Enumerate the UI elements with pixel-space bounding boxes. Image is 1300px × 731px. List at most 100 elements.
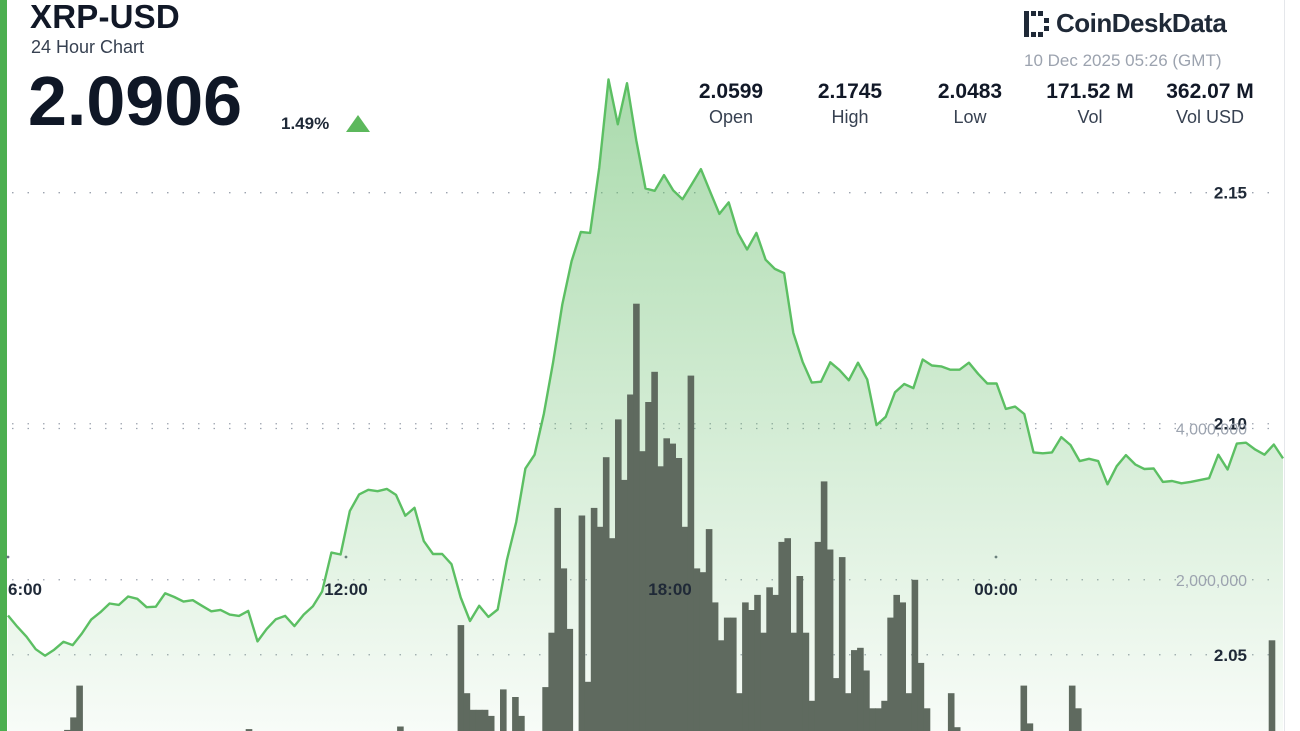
time-tick-label: 18:00 (648, 580, 691, 599)
stat-open: 2.0599 Open (676, 80, 786, 128)
price-tick-label: 2.15 (1214, 184, 1247, 203)
volume-bar (608, 538, 616, 731)
volume-bar (512, 697, 519, 731)
timestamp: 10 Dec 2025 05:26 (GMT) (1024, 51, 1222, 70)
volume-bar (766, 587, 773, 731)
time-tick-label: 00:00 (974, 580, 1017, 599)
brand-name: CoinDeskData (1056, 8, 1227, 38)
time-tick-label: 12:00 (324, 580, 367, 599)
volume-bar (947, 693, 955, 731)
volume-bar (554, 507, 561, 731)
volume-bar (905, 693, 913, 731)
volume-bar (602, 457, 610, 731)
volume-bar (615, 419, 622, 731)
volume-bar (627, 394, 634, 731)
up-arrow-icon (346, 115, 370, 132)
volume-bar (548, 632, 555, 731)
volume-bar (717, 640, 725, 731)
stat-high: 2.1745 High (795, 80, 905, 128)
volume-bar (832, 678, 840, 731)
volume-bar (487, 715, 495, 731)
pair-title: XRP-USD (30, 0, 180, 35)
volume-bar (893, 594, 900, 731)
volume-bar (887, 617, 894, 731)
price-line (7, 78, 1285, 657)
stat-vol-label: Vol (1077, 107, 1103, 127)
coindesk-logo-icon (1024, 10, 1049, 37)
volume-bar (705, 529, 713, 731)
stat-open-value: 2.0599 (698, 80, 764, 103)
volume-bar (911, 579, 919, 731)
volume-bar (838, 557, 846, 731)
volume-bar (657, 466, 664, 731)
volume-bar (923, 708, 931, 731)
volume-bar (760, 632, 767, 731)
volume-bar (590, 507, 598, 731)
brand-logo[interactable]: CoinDeskData (1022, 8, 1227, 39)
volume-bar (699, 572, 707, 731)
volume-bar (875, 708, 882, 731)
volume-bar (64, 729, 71, 731)
volume-bar (578, 515, 586, 731)
price-tick-label: 2.05 (1214, 646, 1247, 665)
volume-bar (566, 628, 574, 731)
stat-high-value: 2.1745 (817, 80, 883, 103)
volume-bar (693, 568, 701, 731)
volume-bar (869, 708, 876, 731)
price-tick-label: 2.10 (1214, 415, 1247, 434)
volume-bar (857, 647, 864, 731)
volume-bar (1075, 708, 1082, 731)
current-price: 2.0906 (28, 62, 243, 140)
volume-bar (639, 451, 646, 731)
volume-bar (457, 625, 465, 731)
volume-bar (1026, 723, 1034, 731)
volume-bar (814, 541, 822, 731)
stat-vol-usd-value: 362.07 M (1166, 80, 1254, 103)
volume-bar (1020, 685, 1028, 731)
volume-bar (669, 443, 676, 731)
time-tick-mark (6, 555, 10, 559)
stat-vol: 171.52 M Vol (1035, 80, 1145, 128)
volume-bar (953, 727, 961, 731)
stat-low-label: Low (953, 107, 987, 127)
volume-bar (584, 681, 592, 731)
time-tick-label: 6:00 (8, 580, 42, 599)
volume-bar (784, 538, 791, 731)
volume-bar (778, 541, 785, 731)
volume-bar (1068, 685, 1076, 731)
volume-bar (802, 632, 810, 731)
volume-bar (518, 715, 525, 731)
volume-bar (899, 602, 906, 731)
stat-vol-usd-label: Vol USD (1175, 107, 1245, 127)
volume-bar (645, 402, 652, 731)
volume-bar (808, 700, 816, 731)
volume-bar (560, 568, 568, 731)
volume-bar (881, 700, 888, 731)
stat-open-label: Open (708, 107, 754, 127)
volume-bar (730, 617, 737, 731)
volume-bar (463, 693, 471, 731)
volume-bar (651, 371, 658, 731)
volume-bar (681, 526, 689, 731)
volume-bar (845, 693, 852, 731)
volume-bar (675, 458, 683, 731)
volume-bar (736, 693, 743, 731)
volume-bar (70, 717, 77, 731)
stat-vol-value: 171.52 M (1046, 80, 1134, 103)
stat-low-value: 2.0483 (937, 80, 1003, 103)
volume-bar (481, 709, 489, 731)
volume-bar (748, 610, 755, 731)
volume-bar (596, 526, 604, 731)
volume-bar (917, 662, 925, 731)
price-change-percent: 1.49% (281, 114, 330, 133)
volume-bar (820, 481, 828, 731)
volume-bar (633, 303, 640, 731)
volume-bar (663, 438, 670, 731)
volume-bar (687, 375, 695, 731)
left-accent-bar (0, 0, 7, 731)
volume-bar (1268, 640, 1276, 731)
stat-low: 2.0483 Low (915, 80, 1025, 128)
volume-bar (500, 689, 507, 731)
volume-bar (754, 594, 761, 731)
